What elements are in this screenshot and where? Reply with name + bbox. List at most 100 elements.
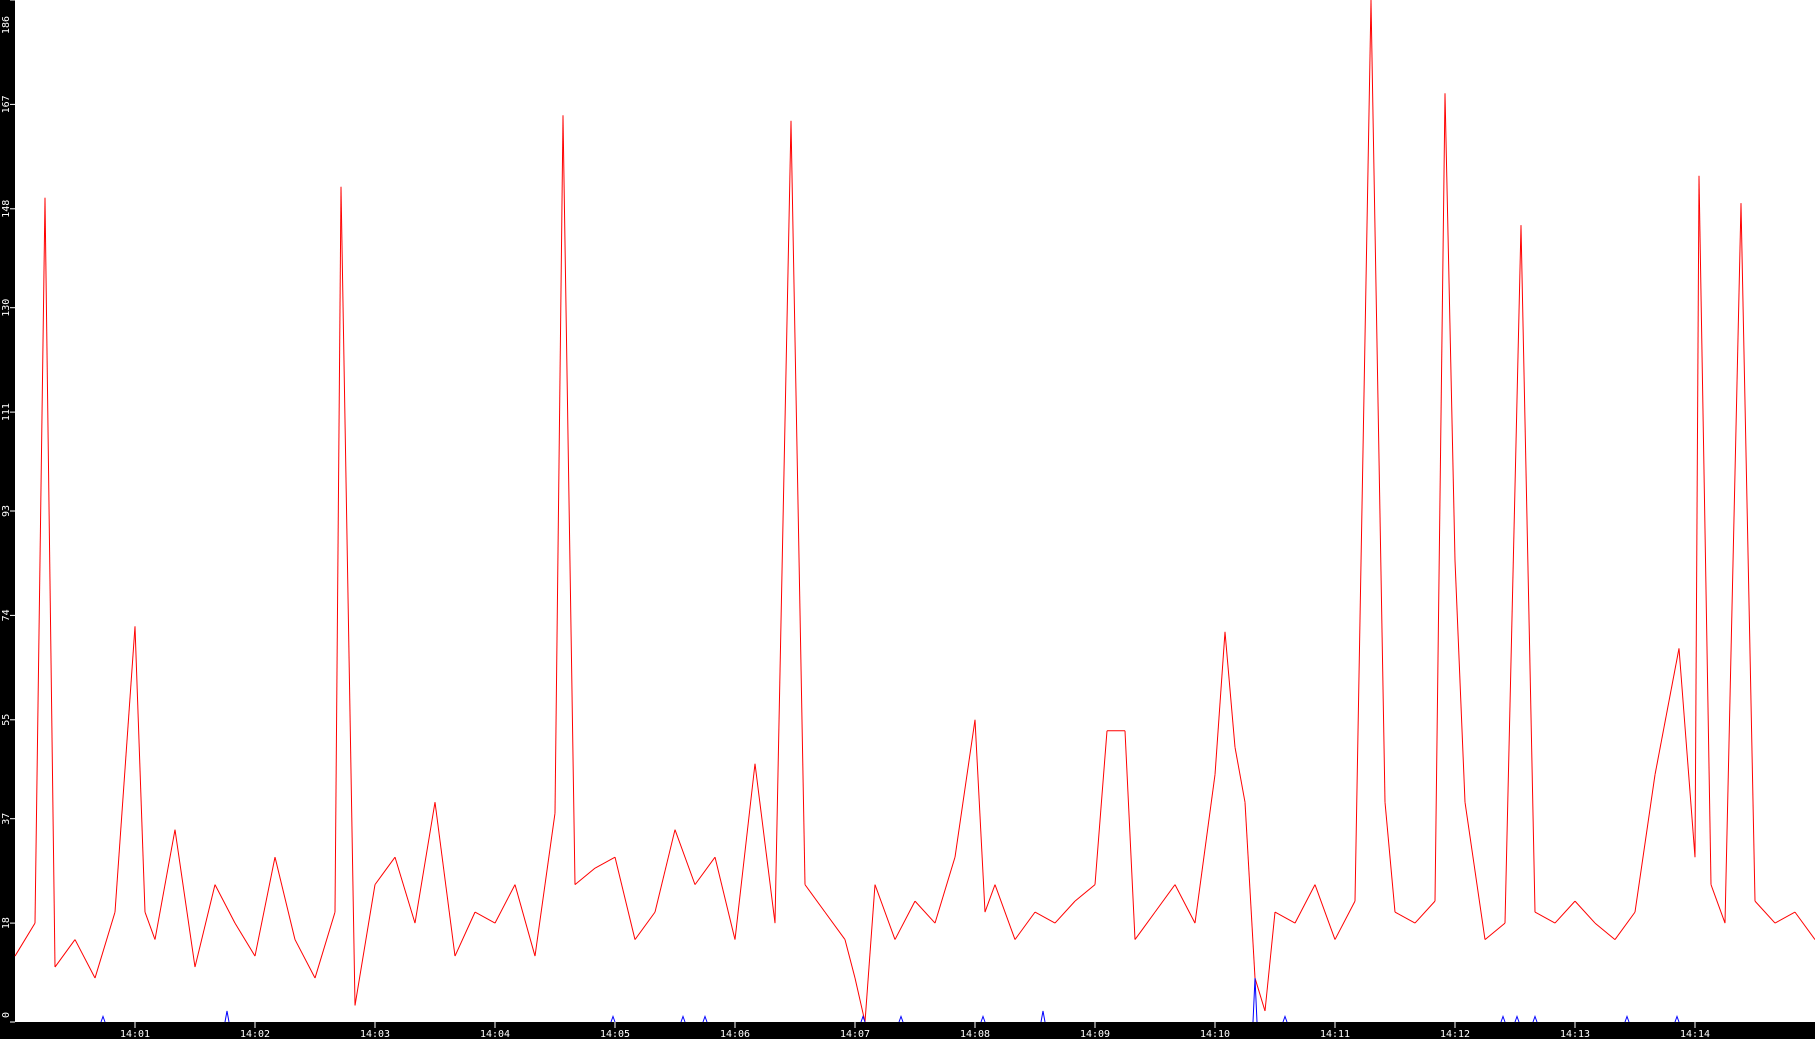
- red-series-segment: [1444, 93, 1456, 561]
- red-series-segment: [414, 802, 436, 924]
- red-series-segment: [1354, 0, 1372, 902]
- y-tick-label: 0: [1, 1012, 12, 1018]
- red-series-segment: [1244, 802, 1256, 979]
- red-series-segment: [274, 857, 296, 940]
- red-series-segment: [824, 911, 846, 940]
- x-tick-label: 14:03: [360, 1029, 390, 1039]
- red-series-segment: [674, 829, 696, 885]
- x-tick-label: 14:02: [240, 1029, 270, 1039]
- y-tick-label: 111: [1, 403, 12, 421]
- red-series-segment: [54, 939, 76, 968]
- red-series-segment: [1054, 900, 1076, 924]
- blue-series-blip: [980, 1015, 986, 1023]
- red-series-segment: [34, 197, 46, 924]
- red-series-segment: [1334, 900, 1356, 940]
- red-series-segment: [774, 120, 792, 924]
- red-series-segment: [1654, 648, 1680, 775]
- red-series-segment: [790, 120, 806, 885]
- red-series-segment: [340, 186, 356, 1006]
- red-series-segment: [1234, 747, 1246, 803]
- x-tick-label: 14:12: [1440, 1029, 1470, 1039]
- x-tick-label: 14:04: [480, 1029, 510, 1039]
- red-series-segment: [174, 829, 196, 968]
- red-series-segment: [514, 884, 536, 957]
- series-layer: [14, 0, 1815, 1023]
- red-series-segment: [1454, 560, 1466, 803]
- red-series-segment: [1484, 922, 1506, 940]
- red-series-segment: [214, 884, 236, 924]
- red-series-segment: [1464, 802, 1486, 940]
- red-series-segment: [44, 197, 56, 968]
- red-series-segment: [1724, 203, 1742, 924]
- red-series-segment: [864, 884, 876, 1023]
- x-tick-label: 14:13: [1560, 1029, 1590, 1039]
- red-series-segment: [554, 115, 564, 814]
- red-series-segment: [1264, 912, 1276, 1012]
- red-series-segment: [1254, 977, 1266, 1012]
- red-series-segment: [74, 939, 96, 979]
- red-series-segment: [374, 856, 396, 885]
- blue-series-blip: [1040, 1010, 1046, 1023]
- red-series-segment: [1634, 774, 1656, 913]
- red-series-segment: [1014, 911, 1036, 940]
- blue-series-blip: [1674, 1015, 1680, 1023]
- red-series-segment: [1698, 175, 1712, 885]
- red-series-segment: [1274, 911, 1296, 924]
- red-series-segment: [654, 829, 676, 913]
- red-series-segment: [254, 857, 276, 957]
- red-series-segment: [314, 911, 336, 979]
- red-series-segment: [1394, 911, 1416, 924]
- y-tick-label: 18: [1, 917, 12, 929]
- x-tick-label: 14:14: [1680, 1029, 1710, 1039]
- red-series-segment: [734, 763, 756, 940]
- red-series-segment: [394, 857, 416, 924]
- red-series-segment: [534, 813, 556, 957]
- red-series-segment: [1594, 922, 1616, 940]
- red-series-segment: [1678, 648, 1696, 858]
- red-series-segment: [454, 911, 476, 957]
- red-series-segment: [1224, 631, 1236, 748]
- y-tick-label: 74: [1, 609, 12, 621]
- red-series-segment: [614, 857, 636, 940]
- x-tick-label: 14:11: [1320, 1029, 1350, 1039]
- red-series-segment: [1504, 225, 1522, 924]
- red-series-segment: [1034, 911, 1056, 924]
- red-series-segment: [984, 884, 996, 913]
- blue-series-blip: [1532, 1015, 1538, 1023]
- blue-series-blip: [610, 1015, 616, 1023]
- red-series-segment: [634, 911, 656, 940]
- red-series-segment: [974, 719, 986, 913]
- blue-series-blip: [1514, 1015, 1520, 1023]
- y-tick-label: 148: [1, 200, 12, 218]
- red-series-segment: [1554, 900, 1576, 924]
- y-axis-band: [0, 0, 15, 1039]
- red-series-segment: [334, 186, 342, 913]
- red-series-segment: [1194, 774, 1216, 924]
- red-series-segment: [1154, 884, 1176, 913]
- red-series-segment: [1094, 730, 1108, 885]
- red-series-segment: [874, 884, 896, 940]
- red-series-segment: [354, 884, 376, 1006]
- red-series-segment: [1710, 884, 1726, 924]
- blue-series-blip: [860, 1015, 866, 1023]
- y-tick-label: 55: [1, 714, 12, 726]
- red-series-segment: [434, 802, 456, 957]
- y-tick-label: 130: [1, 299, 12, 317]
- x-tick-label: 14:10: [1200, 1029, 1230, 1039]
- red-series-segment: [494, 884, 516, 924]
- red-series-segment: [1574, 900, 1596, 924]
- red-series-segment: [1434, 93, 1446, 902]
- red-series-segment: [154, 829, 176, 940]
- red-series-segment: [1370, 0, 1386, 803]
- red-series-segment: [1214, 631, 1226, 775]
- plot-area: [15, 0, 1815, 1022]
- blue-series-blip: [702, 1015, 708, 1023]
- x-tick-label: 14:07: [840, 1029, 870, 1039]
- x-axis: 14:01 14:02 14:03 14:04 14:05 14:06 14:07 14:08…: [120, 1022, 1710, 1039]
- y-tick-label: 186: [1, 16, 12, 34]
- red-series-segment: [14, 922, 36, 957]
- red-series-segment: [234, 922, 256, 957]
- red-series-segment: [1074, 884, 1096, 902]
- blue-series-blip: [1282, 1015, 1288, 1023]
- red-series-segment: [594, 856, 616, 869]
